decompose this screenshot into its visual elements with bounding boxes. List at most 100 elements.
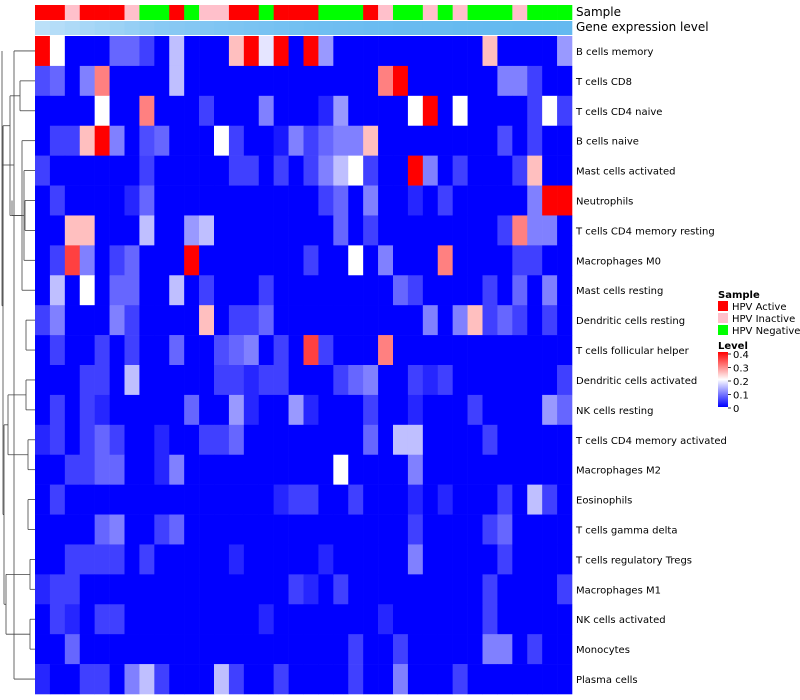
heatmap-cell xyxy=(184,664,200,695)
heatmap-cell xyxy=(258,544,274,575)
heatmap-cell xyxy=(542,335,558,366)
heatmap-cell xyxy=(393,484,409,515)
heatmap-cell xyxy=(243,305,260,336)
level-legend-tick-label: 0.4 xyxy=(733,350,749,361)
heatmap-cell xyxy=(437,305,453,336)
heatmap-cell xyxy=(482,335,498,366)
heatmap-cell xyxy=(154,664,170,695)
heatmap-cell xyxy=(154,65,170,97)
heatmap-cell xyxy=(199,185,215,216)
heatmap-cell xyxy=(243,424,260,456)
heatmap-cell xyxy=(303,424,319,456)
heatmap-cell xyxy=(303,454,319,485)
heatmap-cell xyxy=(169,215,185,246)
heatmap-cell xyxy=(139,65,155,97)
heatmap-cell xyxy=(422,394,439,426)
sample-annotation-cell xyxy=(482,5,498,20)
heatmap-cell xyxy=(497,305,513,336)
heatmap-cell xyxy=(79,454,95,485)
heatmap-cell xyxy=(363,454,379,485)
heatmap-cell xyxy=(452,36,468,67)
heatmap-cell xyxy=(437,365,453,396)
heatmap-cell xyxy=(512,365,528,396)
heatmap-cell xyxy=(542,484,558,515)
heatmap-cell xyxy=(109,65,125,97)
heatmap-cell xyxy=(35,664,51,695)
heatmap-cell xyxy=(303,155,319,186)
heatmap-cell xyxy=(288,634,304,665)
heatmap-cell xyxy=(318,664,334,695)
heatmap-cell xyxy=(422,305,439,336)
heatmap-cell xyxy=(273,125,289,156)
heatmap-cell xyxy=(288,215,304,246)
heatmap-cell xyxy=(363,365,379,396)
heatmap-cell xyxy=(49,95,66,127)
heatmap-cell xyxy=(378,604,394,635)
heatmap-cell xyxy=(378,484,394,515)
heatmap-cell xyxy=(452,484,468,515)
heatmap-cell xyxy=(124,484,140,515)
heatmap-cell xyxy=(228,36,245,67)
heatmap-cell xyxy=(512,305,528,336)
heatmap-cell xyxy=(49,664,66,695)
heatmap-cell xyxy=(184,95,200,127)
heatmap-cell xyxy=(318,245,334,276)
heatmap-cell xyxy=(109,125,125,156)
heatmap-cell xyxy=(542,424,558,456)
heatmap-cell xyxy=(214,514,230,545)
heatmap-cell xyxy=(318,215,334,246)
heatmap-cell xyxy=(527,335,543,366)
heatmap-cell xyxy=(258,365,274,396)
heatmap-cell xyxy=(512,245,528,276)
heatmap-cell xyxy=(184,604,200,635)
heatmap-cell xyxy=(64,215,81,246)
heatmap-cell xyxy=(303,245,319,276)
heatmap-cell xyxy=(154,484,170,515)
heatmap-cell xyxy=(49,36,66,67)
heatmap-cell xyxy=(124,125,140,156)
heatmap-cell xyxy=(333,634,349,665)
heatmap-cell xyxy=(482,424,498,456)
expression-annotation-cell xyxy=(303,21,319,35)
heatmap-cell xyxy=(64,544,81,575)
heatmap-cell xyxy=(393,574,409,605)
heatmap-cell xyxy=(94,215,110,246)
heatmap-cell xyxy=(363,245,379,276)
heatmap-cell xyxy=(214,95,230,127)
heatmap-cell xyxy=(467,155,483,186)
heatmap-cell xyxy=(303,125,319,156)
heatmap-cell xyxy=(154,634,170,665)
heatmap-cell xyxy=(64,454,81,485)
heatmap-cell xyxy=(199,634,215,665)
heatmap-cell xyxy=(348,574,364,605)
heatmap-cell xyxy=(333,185,349,216)
heatmap-cell xyxy=(393,245,409,276)
heatmap-cell xyxy=(228,514,245,545)
heatmap-cell xyxy=(154,394,170,426)
heatmap-cell xyxy=(49,215,66,246)
heatmap-cell xyxy=(393,424,409,456)
heatmap-cell xyxy=(258,36,274,67)
heatmap-cell xyxy=(452,514,468,545)
heatmap-cell xyxy=(243,215,260,246)
heatmap-cell xyxy=(527,544,543,575)
heatmap-cell xyxy=(94,275,110,306)
heatmap-cell xyxy=(288,484,304,515)
level-legend-tick-label: 0.2 xyxy=(733,377,749,388)
heatmap-cell xyxy=(273,335,289,366)
heatmap-cell xyxy=(288,544,304,575)
heatmap-cell xyxy=(422,604,439,635)
level-gradient-bar xyxy=(718,352,728,407)
row-label: Macrophages M1 xyxy=(576,585,661,596)
heatmap-cell xyxy=(527,484,543,515)
heatmap-cell xyxy=(407,634,424,665)
heatmap-cell xyxy=(303,305,319,336)
heatmap-cell xyxy=(94,604,110,635)
heatmap-cell xyxy=(378,394,394,426)
heatmap-cell xyxy=(35,604,51,635)
heatmap-cell xyxy=(318,544,334,575)
heatmap-cell xyxy=(35,365,51,396)
heatmap-cell xyxy=(348,125,364,156)
heatmap-cell xyxy=(527,424,543,456)
row-label: Eosinophils xyxy=(576,496,632,507)
